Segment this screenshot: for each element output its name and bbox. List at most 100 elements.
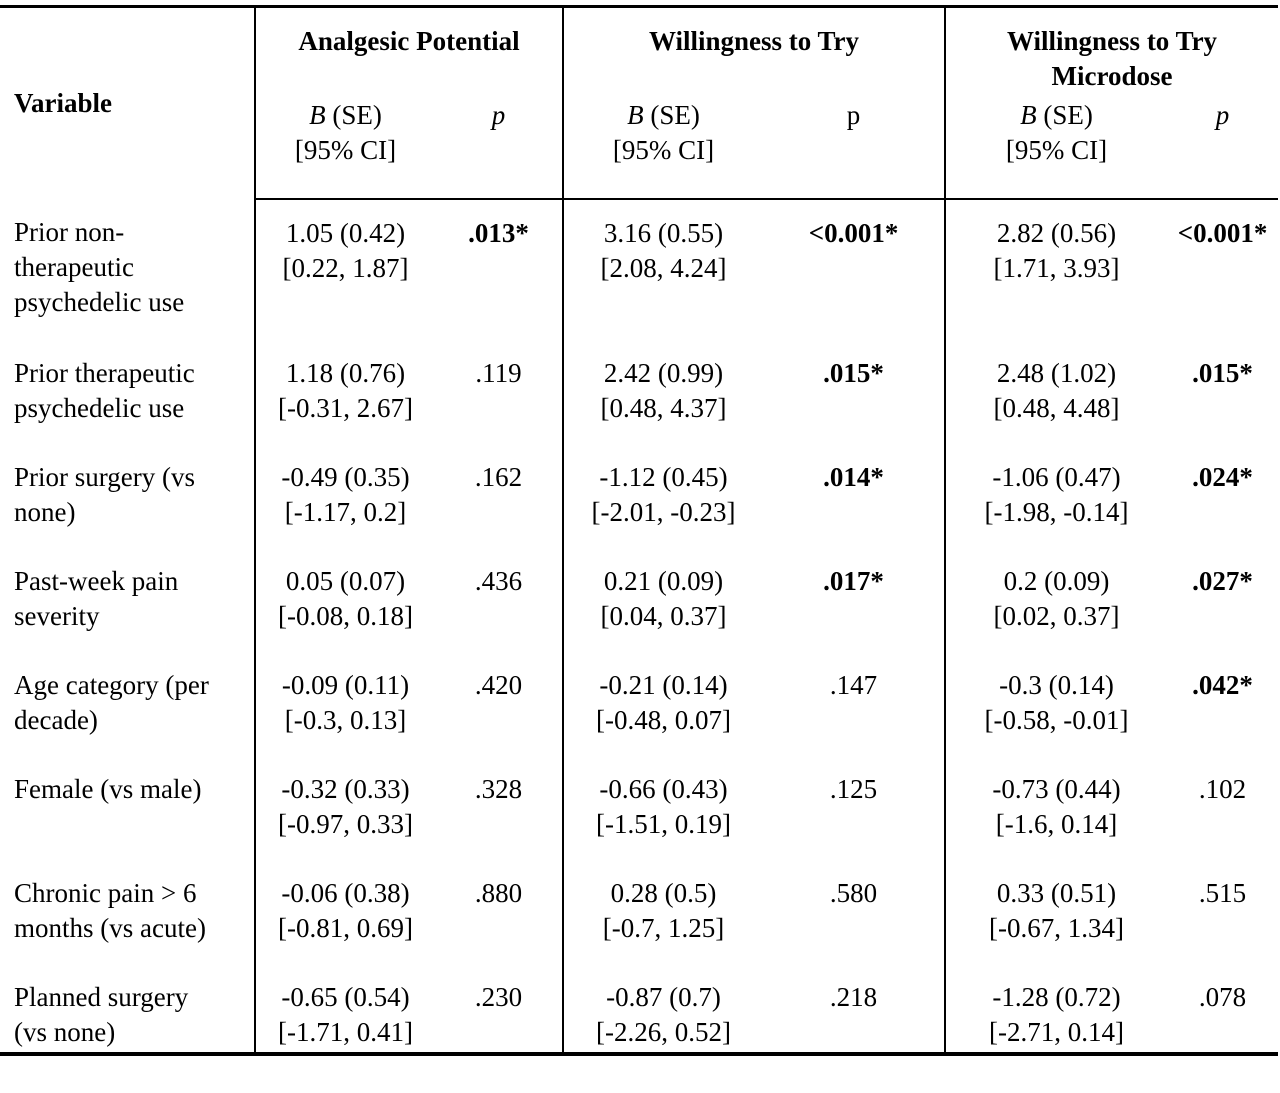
coefficient-cell: 0.2 (0.09) [0.02, 0.37] <box>944 548 1168 652</box>
confidence-interval: [0.48, 4.37] <box>600 393 727 423</box>
p-value-cell: .436 <box>474 566 523 596</box>
coefficient-cell: 1.05 (0.42) [0.22, 1.87] <box>254 199 435 340</box>
p-value-cell: .162 <box>474 462 523 492</box>
variable-line: psychedelic use <box>14 287 185 317</box>
confidence-interval: [-0.48, 0.07] <box>596 705 731 735</box>
confidence-interval: [-0.3, 0.13] <box>284 705 407 735</box>
coefficient-se: -0.66 (0.43) <box>599 774 728 804</box>
coefficient-se: -1.06 (0.47) <box>992 462 1121 492</box>
variable-line: Prior surgery (vs <box>14 462 195 492</box>
coefficient-se: 0.05 (0.07) <box>285 566 406 596</box>
variable-line: therapeutic <box>14 252 134 282</box>
p-value-cell: .119 <box>475 358 522 388</box>
variable-line: Female (vs male) <box>14 774 202 804</box>
confidence-interval: [2.08, 4.24] <box>600 253 727 283</box>
confidence-interval: [-2.26, 0.52] <box>596 1017 731 1047</box>
table-row: Prior therapeutic psychedelic use 1.18 (0.… <box>0 340 1278 444</box>
p-value-cell: .880 <box>474 878 523 908</box>
p-value-cell: .017* <box>823 566 884 596</box>
header-b-se-ci-2: B (SE) [95% CI] <box>944 96 1168 200</box>
coefficient-cell: 1.18 (0.76) [-0.31, 2.67] <box>254 340 435 444</box>
coefficient-se: 0.28 (0.5) <box>610 878 717 908</box>
p-value-cell: .218 <box>763 964 946 1056</box>
p-value-cell: <0.001* <box>1177 218 1268 248</box>
p-value-cell: .125 <box>829 774 878 804</box>
confidence-interval: [-0.97, 0.33] <box>278 809 413 839</box>
table-body: Prior non-therapeutic psychedelic use 1.05… <box>0 199 1279 1056</box>
p-value-cell: .230 <box>435 964 564 1056</box>
confidence-interval: [-2.71, 0.14] <box>989 1017 1125 1047</box>
confidence-interval: [0.04, 0.37] <box>600 601 727 631</box>
p-value-cell: .013* <box>468 218 529 248</box>
coefficient-se: 0.33 (0.51) <box>996 878 1117 908</box>
confidence-interval: [-0.58, -0.01] <box>984 705 1129 735</box>
variable-line: psychedelic use <box>14 393 185 423</box>
confidence-interval: [-0.31, 2.67] <box>278 393 413 423</box>
coefficient-se: -1.12 (0.45) <box>599 462 728 492</box>
header-group-willingness-to-try-microdose: Willingness to Try Microdose <box>944 5 1279 96</box>
coefficient-cell: 2.82 (0.56) [1.71, 3.93] <box>944 199 1168 340</box>
row-variable-label: Age category (per decade) <box>0 652 255 756</box>
variable-line: Prior therapeutic <box>14 358 195 388</box>
confidence-interval: [0.48, 4.48] <box>993 393 1120 423</box>
p-value-cell: .014* <box>823 462 884 492</box>
confidence-interval: [-2.01, -0.23] <box>591 497 736 527</box>
row-variable-label: Prior non-therapeutic psychedelic use <box>0 199 255 340</box>
coefficient-cell: -0.65 (0.54) [-1.71, 0.41] <box>254 964 435 1056</box>
coefficient-cell: -0.21 (0.14) [-0.48, 0.07] <box>562 652 764 756</box>
confidence-interval: [0.02, 0.37] <box>993 601 1120 631</box>
header-group-willingness-to-try: Willingness to Try <box>562 5 946 96</box>
coefficient-cell: 2.48 (1.02) [0.48, 4.48] <box>944 340 1168 444</box>
coefficient-cell: -0.09 (0.11) [-0.3, 0.13] <box>254 652 435 756</box>
coefficient-cell: 0.28 (0.5) [-0.7, 1.25] <box>562 860 764 964</box>
table-row: Chronic pain > 6 months (vs acute) -0.06 (… <box>0 860 1278 964</box>
coefficient-se: 2.48 (1.02) <box>996 358 1117 388</box>
variable-line: Prior non- <box>14 217 125 247</box>
coefficient-cell: 0.05 (0.07) [-0.08, 0.18] <box>254 548 435 652</box>
coefficient-se: -0.87 (0.7) <box>606 982 721 1012</box>
coefficient-cell: -0.06 (0.38) [-0.81, 0.69] <box>254 860 435 964</box>
coefficient-se: 0.21 (0.09) <box>603 566 724 596</box>
coefficient-se: 2.42 (0.99) <box>603 358 724 388</box>
coefficient-cell: -0.3 (0.14) [-0.58, -0.01] <box>944 652 1168 756</box>
table-row: Prior non-therapeutic psychedelic use 1.05… <box>0 199 1278 340</box>
p-value-cell: .027* <box>1192 566 1253 596</box>
confidence-interval: [-1.71, 0.41] <box>278 1017 413 1047</box>
p-value-cell: .328 <box>474 774 523 804</box>
regression-table: Variable Analgesic Potential Willingness… <box>0 5 1279 1056</box>
variable-line: none) <box>14 497 76 527</box>
table-row: Prior surgery (vs none) -0.49 (0.35) [-1.17… <box>0 444 1278 548</box>
header-p-2: p <box>1167 96 1279 200</box>
coefficient-se: -0.06 (0.38) <box>281 878 410 908</box>
coefficient-cell: 2.42 (0.99) [0.48, 4.37] <box>562 340 764 444</box>
coefficient-se: 3.16 (0.55) <box>603 218 724 248</box>
coefficient-se: 2.82 (0.56) <box>996 218 1117 248</box>
coefficient-se: -0.32 (0.33) <box>281 774 410 804</box>
header-p-1: p <box>763 96 946 200</box>
table-row: Female (vs male) -0.32 (0.33) [-0.97, 0.33… <box>0 756 1278 860</box>
confidence-interval: [-1.17, 0.2] <box>284 497 407 527</box>
variable-line: Planned surgery <box>14 982 189 1012</box>
p-value-cell: .042* <box>1192 670 1253 700</box>
header-p-0: p <box>435 96 564 200</box>
p-value-cell: .147 <box>829 670 878 700</box>
coefficient-se: -0.65 (0.54) <box>281 982 410 1012</box>
row-variable-label: Planned surgery (vs none) <box>0 964 255 1056</box>
confidence-interval: [-1.98, -0.14] <box>984 497 1129 527</box>
p-value-cell: .580 <box>829 878 878 908</box>
variable-line: Past-week pain <box>14 566 179 596</box>
p-value-cell: .015* <box>1192 358 1253 388</box>
confidence-interval: [1.71, 3.93] <box>993 253 1120 283</box>
variable-line: severity <box>14 601 100 631</box>
coefficient-se: -0.3 (0.14) <box>999 670 1114 700</box>
coefficient-cell: -0.87 (0.7) [-2.26, 0.52] <box>562 964 764 1056</box>
coefficient-se: -0.73 (0.44) <box>992 774 1121 804</box>
confidence-interval: [-0.67, 1.34] <box>989 913 1125 943</box>
variable-line: (vs none) <box>14 1017 116 1047</box>
coefficient-cell: -1.28 (0.72) [-2.71, 0.14] <box>944 964 1168 1056</box>
header-b-se-ci-1: B (SE) [95% CI] <box>562 96 764 200</box>
variable-line: Chronic pain > 6 <box>14 878 197 908</box>
coefficient-cell: -0.32 (0.33) [-0.97, 0.33] <box>254 756 435 860</box>
coefficient-se: 1.05 (0.42) <box>285 218 406 248</box>
coefficient-se: 0.2 (0.09) <box>1003 566 1110 596</box>
